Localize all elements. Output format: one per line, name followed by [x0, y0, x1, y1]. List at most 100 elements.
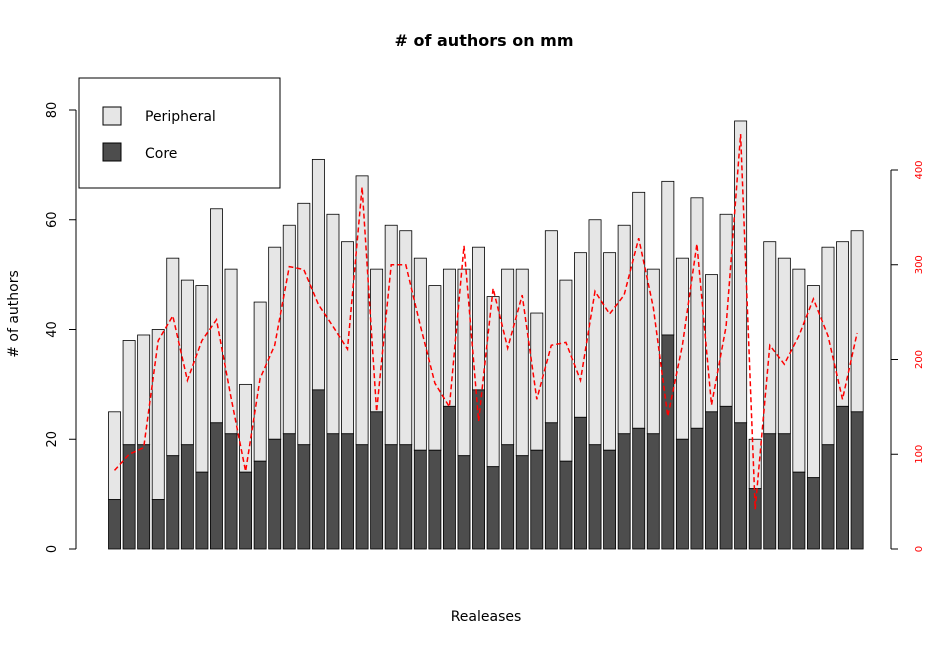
bar-peripheral: [224, 268, 238, 435]
left-axis: 0 20 40 60 80: [45, 102, 77, 553]
bar-peripheral: [501, 268, 515, 446]
bar-core: [384, 444, 398, 550]
left-axis-tick-label: 60: [45, 211, 60, 228]
right-axis-tick-label: 200: [914, 350, 925, 369]
legend-swatch-core: [102, 142, 122, 162]
left-axis-tick-label: 0: [45, 545, 60, 553]
right-axis-tick-label: 100: [914, 445, 925, 464]
bar-peripheral: [792, 268, 806, 473]
x-axis-label: Realeases: [451, 609, 522, 625]
bar-peripheral: [137, 334, 151, 446]
bar-peripheral: [297, 202, 311, 446]
bar-peripheral: [122, 340, 136, 446]
bar-peripheral: [239, 383, 253, 473]
bar-core: [544, 422, 558, 550]
bar-peripheral: [180, 279, 194, 446]
right-axis-tick-label: 300: [914, 255, 925, 274]
bar-peripheral: [588, 219, 602, 446]
bar-core: [253, 460, 267, 550]
bar-core: [282, 433, 296, 550]
bar-core: [821, 444, 835, 550]
bar-core: [413, 449, 427, 550]
bar-peripheral: [544, 230, 558, 424]
line-series: [113, 133, 858, 510]
bar-peripheral: [850, 230, 864, 413]
bar-peripheral: [777, 257, 791, 435]
bar-core: [748, 488, 762, 550]
bar-core: [777, 433, 791, 550]
bar-peripheral: [326, 213, 340, 435]
bar-peripheral: [806, 285, 820, 479]
bar-core: [559, 460, 573, 550]
bar-peripheral: [705, 274, 718, 413]
bar-peripheral: [530, 312, 544, 451]
bar-peripheral: [603, 252, 617, 451]
bar-core: [341, 433, 354, 550]
bar-peripheral: [632, 191, 646, 429]
bar-core: [151, 499, 165, 550]
bar-peripheral: [210, 208, 223, 424]
bar-core: [399, 444, 413, 550]
bar-peripheral: [311, 158, 325, 391]
bar-peripheral: [108, 411, 122, 501]
bar-core: [792, 471, 806, 550]
bar-core: [180, 444, 194, 550]
bar-peripheral: [763, 241, 777, 435]
bar-core: [122, 444, 136, 550]
bar-core: [297, 444, 311, 550]
bar-core: [646, 433, 660, 550]
bar-peripheral: [355, 175, 369, 446]
bar-core: [472, 389, 486, 550]
bar-peripheral: [384, 224, 398, 446]
bar-peripheral: [195, 285, 209, 473]
bar-core: [370, 411, 384, 550]
bar-core: [705, 411, 718, 550]
left-axis-tick-label: 40: [45, 321, 60, 338]
legend-label-peripheral: Peripheral: [145, 109, 216, 125]
bar-core: [137, 444, 151, 550]
bar-core: [603, 449, 617, 550]
bar-peripheral: [413, 257, 427, 451]
bar-core: [850, 411, 864, 550]
bar-core: [763, 433, 777, 550]
bar-core: [195, 471, 209, 550]
right-axis: 0 100 200 300 400: [890, 160, 925, 552]
bar-core: [210, 422, 223, 550]
chart-title: # of authors on mm: [395, 31, 574, 50]
bar-core: [675, 438, 689, 550]
bar-peripheral: [646, 268, 660, 435]
bar-peripheral: [617, 224, 631, 435]
bar-peripheral: [734, 120, 748, 424]
line-group: [113, 133, 858, 510]
bar-peripheral: [559, 279, 573, 462]
bar-core: [486, 466, 500, 550]
bar-peripheral: [442, 268, 456, 407]
right-axis-tick-label: 400: [914, 160, 925, 179]
bars-group: [108, 120, 864, 550]
bar-core: [690, 427, 704, 550]
bar-peripheral: [719, 213, 733, 407]
bar-core: [326, 433, 340, 550]
bar-core: [515, 455, 529, 550]
left-axis-tick-label: 20: [45, 431, 60, 448]
legend: Peripheral Core: [78, 77, 281, 189]
bar-peripheral: [399, 230, 413, 446]
bar-peripheral: [748, 438, 762, 490]
bar-core: [268, 438, 282, 550]
bar-core: [428, 449, 442, 550]
bar-core: [806, 477, 820, 550]
legend-label-core: Core: [145, 146, 177, 162]
bar-core: [108, 499, 122, 550]
bar-core: [457, 455, 471, 550]
right-axis-tick-label: 0: [914, 546, 925, 552]
bar-core: [530, 449, 544, 550]
bar-core: [166, 455, 180, 550]
bar-peripheral: [690, 197, 704, 429]
bar-peripheral: [821, 246, 835, 446]
bar-core: [632, 427, 646, 550]
legend-swatch-peripheral: [102, 106, 122, 126]
bar-core: [734, 422, 748, 550]
bar-core: [617, 433, 631, 550]
bar-core: [501, 444, 515, 550]
